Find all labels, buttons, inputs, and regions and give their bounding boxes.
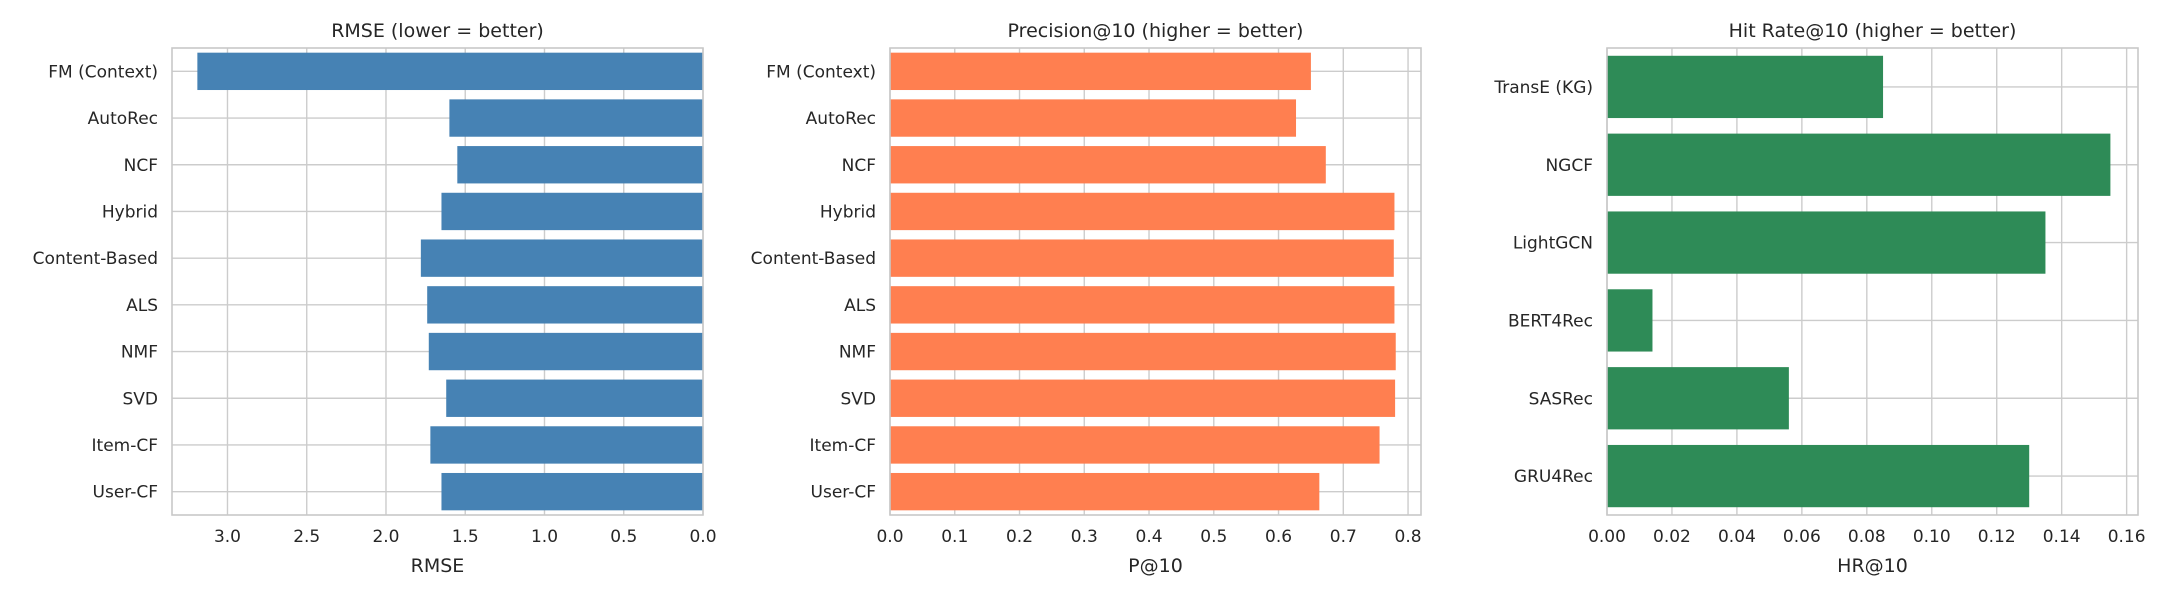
hit-rate-chart: Hit Rate@10 (higher = better) HR@10 0.00…	[1493, 20, 2145, 577]
bar	[441, 472, 703, 511]
x-tick-label: 0.00	[1588, 527, 1626, 547]
rmse-chart: RMSE (lower = better) RMSE 3.0 2.5 2.0 1.5 1…	[33, 20, 717, 577]
y-tick-label: Item-CF	[92, 436, 158, 456]
y-tick-label: User-CF	[93, 483, 158, 503]
x-tick-label: 0.8	[1395, 527, 1422, 547]
bar	[449, 99, 703, 137]
bar	[1607, 367, 1789, 430]
bar	[1607, 211, 2046, 274]
x-tick-label: 0.0	[876, 527, 903, 547]
y-tick-label: Content-Based	[33, 249, 158, 269]
y-tick-label: AutoRec	[806, 109, 876, 129]
bar	[427, 286, 703, 324]
y-tick-label: SASRec	[1529, 389, 1593, 409]
y-tick-label: ALS	[126, 296, 158, 316]
x-tick-label: 0.5	[610, 527, 637, 547]
bar	[1607, 55, 1884, 119]
x-tick-label: 0.3	[1071, 527, 1098, 547]
bars	[197, 52, 703, 511]
x-tick-label: 0.04	[1718, 527, 1756, 547]
y-tick-label: NCF	[124, 156, 158, 176]
bar	[428, 332, 703, 371]
bar	[890, 286, 1395, 324]
y-tick-label: Content-Based	[751, 249, 876, 269]
y-tick-label: NGCF	[1545, 156, 1593, 176]
x-axis-label: P@10	[1128, 555, 1183, 577]
x-tick-label: 0.10	[1913, 527, 1951, 547]
y-tick-label: GRU4Rec	[1514, 467, 1593, 487]
x-tick-label: 0.14	[2043, 527, 2081, 547]
x-tick-label: 0.0	[689, 527, 716, 547]
bar	[457, 146, 703, 184]
plot-frame	[171, 47, 704, 516]
bar	[1607, 289, 1653, 352]
y-tick-label: AutoRec	[88, 109, 158, 129]
x-tick-label: 1.0	[531, 527, 558, 547]
bars	[890, 52, 1396, 511]
x-tick-label: 0.4	[1136, 527, 1163, 547]
y-tick-label: NMF	[121, 343, 158, 363]
x-tick-label: 0.02	[1653, 527, 1691, 547]
x-axis-label: RMSE	[411, 555, 465, 577]
x-tick-label: 0.2	[1006, 527, 1033, 547]
x-tick-label: 0.08	[1848, 527, 1886, 547]
y-tick-label: TransE (KG)	[1493, 78, 1593, 98]
bars	[1607, 55, 2111, 508]
bar	[890, 332, 1396, 371]
bar	[1607, 444, 2030, 508]
y-tick-label: SVD	[840, 389, 876, 409]
y-tick-label: LightGCN	[1513, 234, 1593, 254]
bar	[890, 379, 1396, 417]
x-tick-label: 3.0	[214, 527, 241, 547]
bar	[890, 99, 1297, 137]
x-tick-label: 0.6	[1265, 527, 1292, 547]
x-tick-label: 0.5	[1200, 527, 1227, 547]
bar	[446, 379, 703, 417]
bar	[197, 52, 703, 91]
bar	[890, 239, 1394, 277]
y-tick-label: FM (Context)	[48, 62, 158, 82]
x-tick-label: 0.16	[2108, 527, 2146, 547]
y-tick-label: Hybrid	[102, 202, 158, 222]
y-tick-label: SVD	[122, 389, 158, 409]
bar	[890, 472, 1320, 511]
y-tick-label: User-CF	[811, 483, 876, 503]
bar	[441, 192, 703, 231]
plot-frame	[889, 47, 1422, 516]
y-tick-label: Item-CF	[810, 436, 876, 456]
bar	[890, 426, 1380, 464]
y-tick-label: NMF	[839, 343, 876, 363]
x-tick-label: 2.0	[372, 527, 399, 547]
precision-chart: Precision@10 (higher = better) P@10 0.0 0…	[751, 20, 1422, 577]
y-tick-label: FM (Context)	[766, 62, 876, 82]
bar	[890, 192, 1395, 231]
x-tick-label: 1.5	[452, 527, 479, 547]
y-tick-label: NCF	[842, 156, 876, 176]
y-tick-label: BERT4Rec	[1508, 311, 1593, 331]
chart-title: Hit Rate@10 (higher = better)	[1729, 20, 2017, 42]
x-tick-label: 0.12	[1978, 527, 2016, 547]
y-tick-label: Hybrid	[820, 202, 876, 222]
chart-title: Precision@10 (higher = better)	[1008, 20, 1304, 42]
x-axis-label: HR@10	[1837, 555, 1908, 577]
chart-title: RMSE (lower = better)	[331, 20, 544, 42]
x-tick-label: 0.1	[941, 527, 968, 547]
y-tick-label: ALS	[844, 296, 876, 316]
x-tick-label: 0.06	[1783, 527, 1821, 547]
bar	[420, 239, 703, 277]
bar	[1607, 133, 2111, 196]
bar	[430, 426, 703, 464]
bar	[890, 52, 1311, 91]
plot-frame	[1606, 47, 2139, 516]
x-tick-label: 2.5	[293, 527, 320, 547]
bar	[890, 146, 1326, 184]
x-tick-label: 0.7	[1330, 527, 1357, 547]
